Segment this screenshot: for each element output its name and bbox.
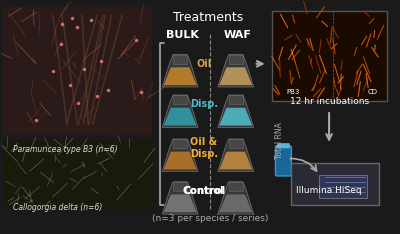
- Text: Control: Control: [182, 186, 226, 196]
- Polygon shape: [219, 108, 252, 126]
- Polygon shape: [218, 139, 254, 171]
- Polygon shape: [162, 95, 198, 127]
- Text: Oil &
Disp.: Oil & Disp.: [190, 137, 218, 159]
- FancyBboxPatch shape: [276, 146, 291, 176]
- Polygon shape: [164, 152, 196, 169]
- Text: PB3: PB3: [287, 89, 300, 95]
- Polygon shape: [218, 55, 254, 87]
- FancyBboxPatch shape: [272, 11, 387, 101]
- Text: Total RNA: Total RNA: [275, 122, 284, 159]
- Polygon shape: [173, 55, 187, 64]
- Text: Illumina HiSeq: Illumina HiSeq: [296, 186, 362, 195]
- Polygon shape: [229, 139, 243, 148]
- Text: Callogorgia delta (n=6): Callogorgia delta (n=6): [13, 203, 103, 212]
- FancyBboxPatch shape: [291, 163, 379, 205]
- Polygon shape: [219, 67, 252, 85]
- Polygon shape: [162, 139, 198, 171]
- Polygon shape: [164, 67, 196, 85]
- Polygon shape: [173, 95, 187, 104]
- Text: 12 hr incubations: 12 hr incubations: [290, 98, 369, 106]
- FancyBboxPatch shape: [319, 175, 367, 198]
- Polygon shape: [173, 139, 187, 148]
- FancyBboxPatch shape: [278, 144, 289, 148]
- Polygon shape: [173, 182, 187, 191]
- Text: Disp.: Disp.: [190, 99, 218, 109]
- FancyBboxPatch shape: [3, 140, 152, 209]
- Text: (n=3 per species / series): (n=3 per species / series): [152, 214, 268, 223]
- Polygon shape: [164, 194, 196, 212]
- Text: Treatments: Treatments: [173, 11, 243, 24]
- Polygon shape: [229, 95, 243, 104]
- Polygon shape: [164, 108, 196, 126]
- Polygon shape: [229, 55, 243, 64]
- Polygon shape: [219, 194, 252, 212]
- Polygon shape: [162, 55, 198, 87]
- Polygon shape: [218, 95, 254, 127]
- Polygon shape: [219, 152, 252, 169]
- Text: Paramuricea type B3 (n=6): Paramuricea type B3 (n=6): [13, 145, 118, 154]
- Text: WAF: WAF: [224, 30, 252, 40]
- FancyBboxPatch shape: [3, 7, 152, 135]
- Text: CD: CD: [368, 89, 378, 95]
- Polygon shape: [218, 182, 254, 214]
- Text: BULK: BULK: [166, 30, 198, 40]
- Polygon shape: [162, 182, 198, 214]
- Polygon shape: [229, 182, 243, 191]
- Text: Control: Control: [184, 186, 224, 196]
- Text: Oil: Oil: [196, 59, 212, 69]
